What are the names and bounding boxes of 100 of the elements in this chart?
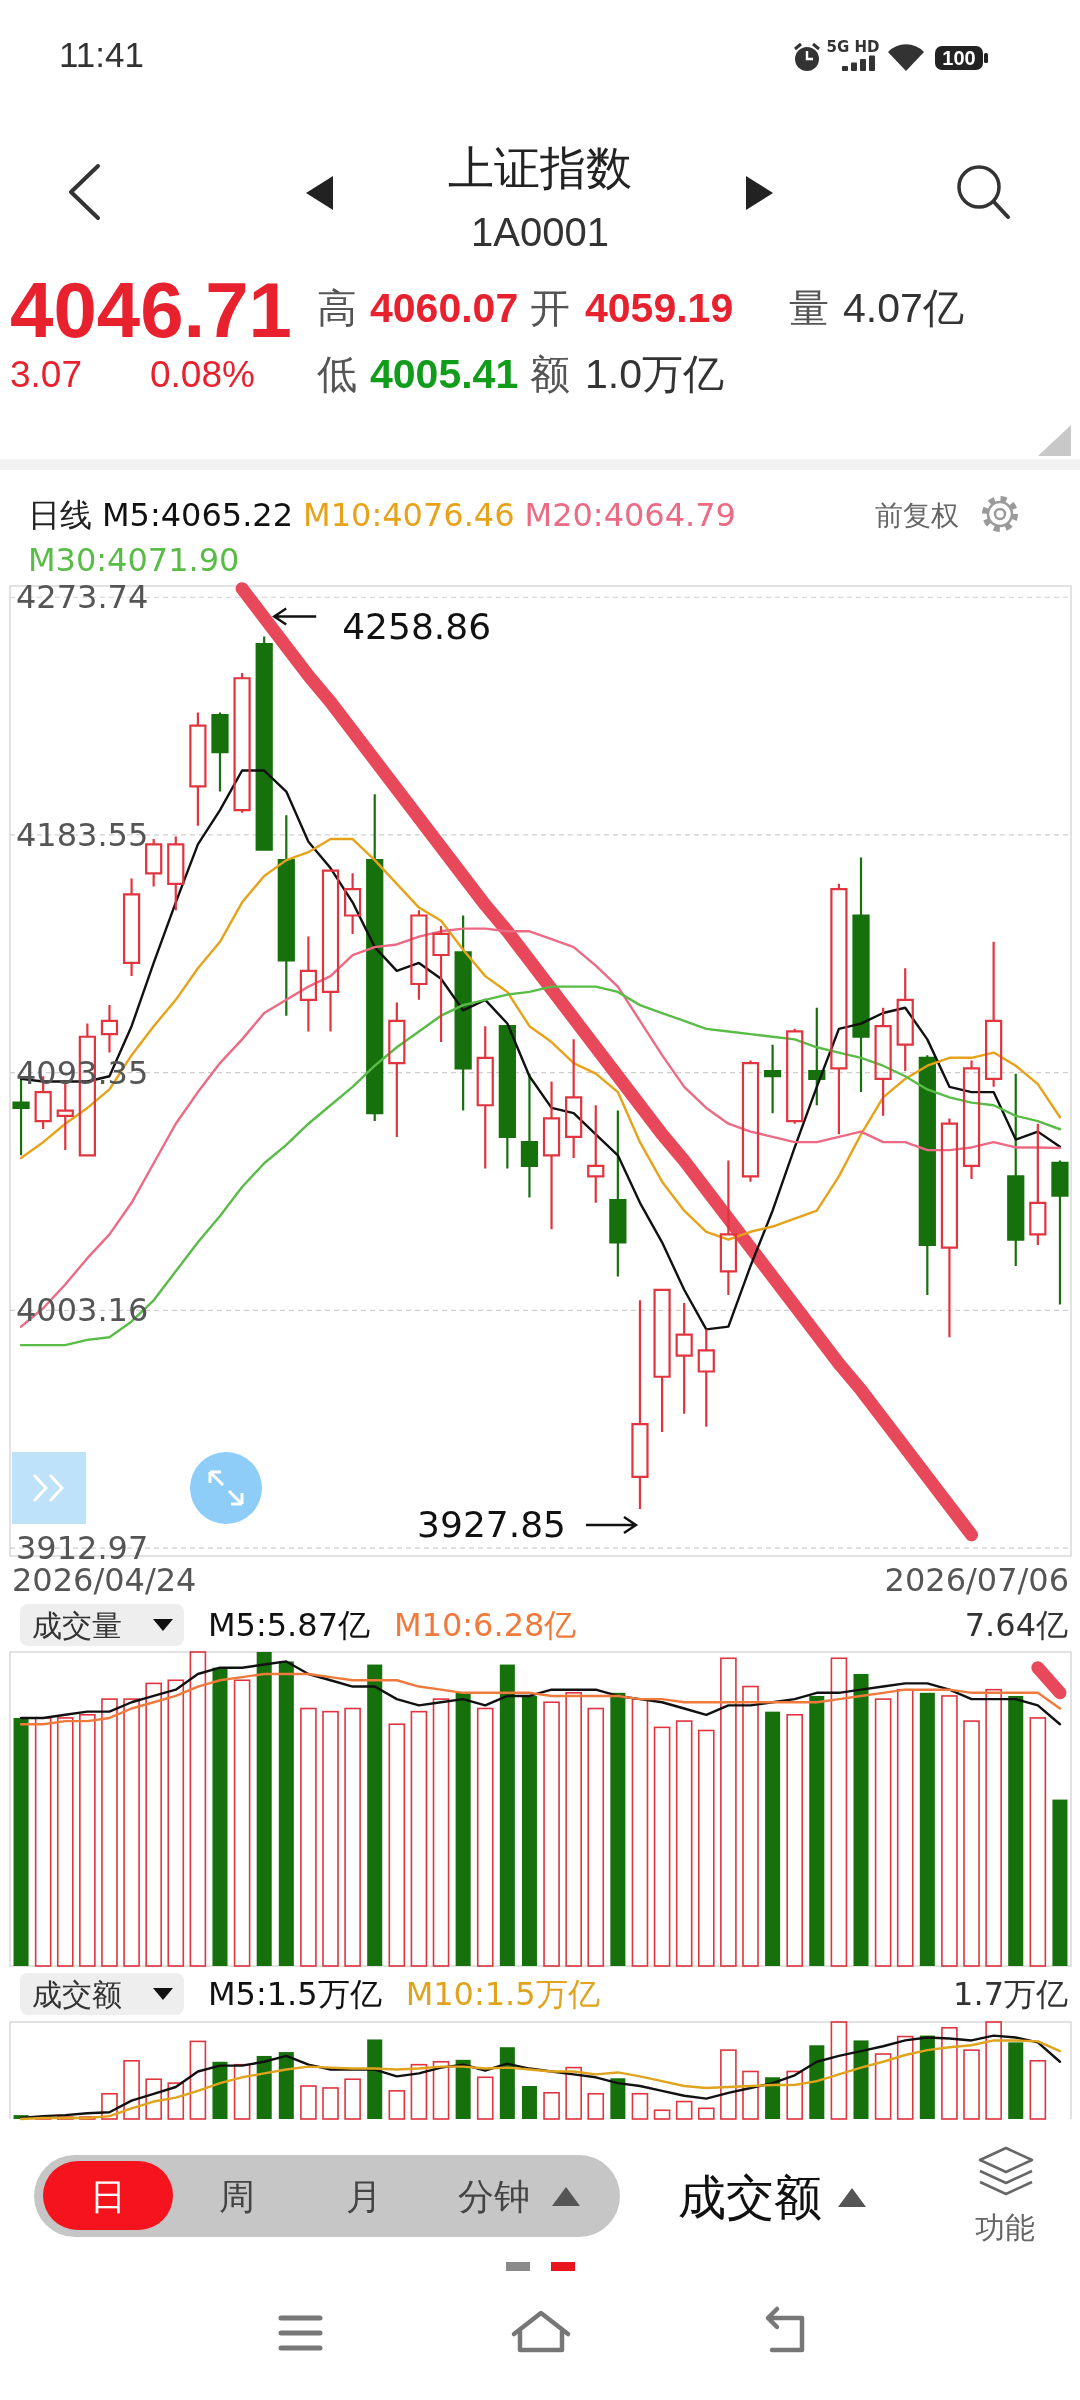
bar [322,2087,339,2120]
text: 功能 [975,2210,1035,2245]
bar [278,1661,294,1966]
bar [631,1698,649,1967]
line-series [19,927,1062,1328]
bar [56,1717,74,1967]
candlestick [1051,1159,1069,1306]
annotation: 3927.85 [417,1504,566,1546]
bar [543,2092,560,2120]
bar [853,2040,869,2119]
annotation: 4258.86 [342,605,492,647]
candlestick [211,711,229,793]
bar [101,2092,118,2120]
candlestick [277,814,295,1017]
bar [853,1673,869,1966]
candlestick [587,1104,605,1204]
bar [985,2021,1002,2120]
bar [786,1714,804,1967]
candlestick [719,1159,737,1297]
series-label: M10:1.5万亿 [405,1975,600,2013]
candlestick [498,1025,516,1170]
candlestick [808,1006,826,1107]
candlestick [896,967,914,1073]
legend-title: 成交额 [32,1976,122,2012]
bar [1029,1717,1047,1967]
candlestick [233,671,251,814]
candlestick [852,856,870,1094]
bar [499,1664,515,1966]
legend-title: 日线 [28,496,92,534]
text: 4060.07 [370,285,519,331]
text: 100 [942,47,976,69]
bar [189,2040,207,2120]
text: 4046.71 [10,266,292,354]
candlestick [344,872,362,936]
candlestick [1029,1122,1047,1247]
text: 4.07亿 [843,285,964,331]
bar [388,2090,406,2120]
bar [476,1707,494,1967]
text: 3.07 [10,354,83,395]
candlestick [697,1328,715,1428]
bar [344,2078,361,2120]
bar [653,1726,671,1967]
candlestick [410,909,428,1001]
candlestick [653,1288,671,1434]
candlestick [299,935,318,1033]
candlestick [675,1301,693,1415]
bar [765,2077,781,2119]
bar [543,1701,560,1967]
candlestick [366,793,384,1123]
bar [941,2027,958,2120]
bar [278,2052,294,2119]
bar [123,2060,140,2120]
bar [410,1710,428,1967]
bar [123,1698,140,1967]
bar [145,2078,162,2120]
bar [874,2053,892,2120]
text: 前复权 [875,499,959,532]
text: 4059.19 [585,285,734,331]
text: M5:4065.22 [102,496,294,534]
candlestick [255,635,273,851]
bar [256,2055,272,2119]
legend-label: M5:5.87亿 [208,1606,370,1644]
text: 5G HD [826,38,880,56]
bar [963,2049,980,2120]
bar [675,2100,693,2120]
text: 11:41 [59,35,144,74]
candlestick [520,1072,539,1199]
text: M10:4076.46 [303,496,515,534]
bar [631,2092,649,2120]
bar [587,2092,605,2120]
candlestick [940,1117,959,1339]
candlestick [189,711,207,827]
bar [697,1729,715,1967]
text: 成交额 [678,2169,822,2225]
bar [830,2021,848,2120]
candlestick [962,1059,981,1181]
bar [79,1714,96,1967]
text: M20:4064.79 [524,496,736,534]
text: 7.64亿 [964,1606,1068,1644]
y-tick-label: 4183.55 [16,815,149,854]
candlestick [763,1043,782,1115]
legend-label: M5:1.5万亿 [208,1975,382,2013]
bar [189,1651,207,1967]
bar [300,1707,317,1967]
bar [432,2060,450,2120]
bar [300,2085,317,2120]
bar [919,1692,935,1966]
candlestick [100,1004,119,1054]
bar [521,2086,537,2119]
bar [896,1688,914,1967]
bar [565,1692,582,1967]
bar [1008,2042,1024,2119]
bar [388,1723,406,1967]
bar [587,1707,605,1967]
text: 日 [90,2176,126,2217]
text: M30:4071.90 [28,541,240,579]
text: 高 [317,285,357,331]
series-label: M10:6.28亿 [394,1606,577,1644]
bar [610,2078,626,2119]
candlestick [454,914,472,1112]
